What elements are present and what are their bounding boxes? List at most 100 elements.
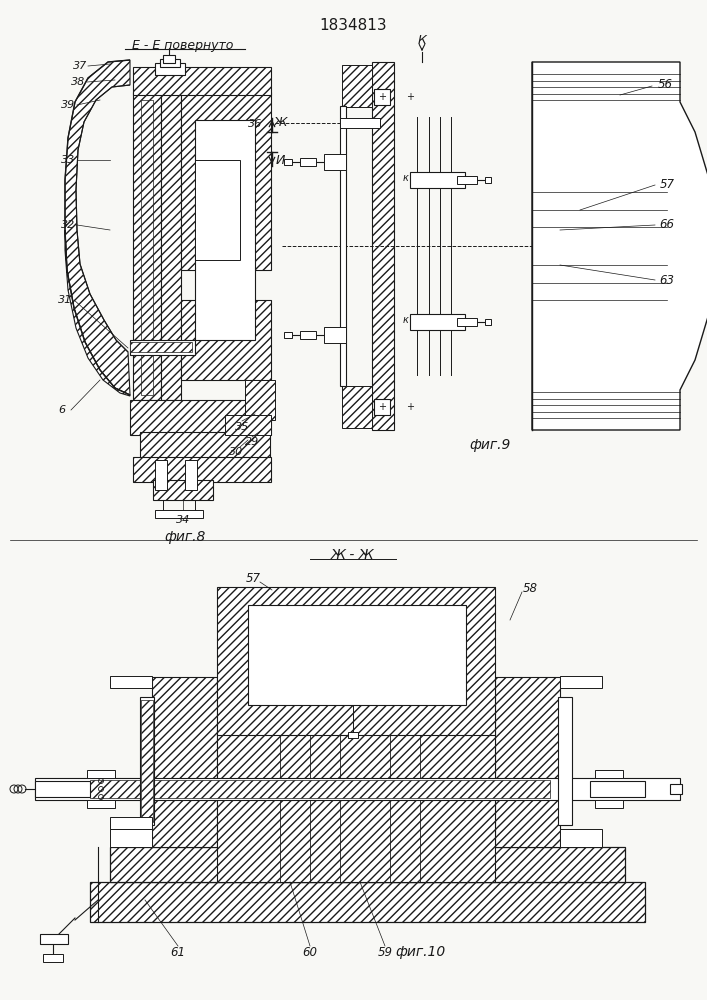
Bar — [155, 63, 185, 75]
Bar — [110, 817, 152, 829]
Text: 57: 57 — [245, 572, 260, 584]
Bar — [372, 62, 394, 430]
Text: 36: 36 — [248, 119, 262, 129]
Bar — [153, 480, 213, 500]
Bar — [485, 177, 491, 183]
Bar — [181, 92, 271, 270]
Bar — [160, 59, 180, 67]
Text: +: + — [378, 402, 386, 412]
Bar — [141, 100, 153, 395]
Bar — [374, 89, 390, 105]
Bar — [248, 605, 466, 705]
Text: 32: 32 — [61, 220, 75, 230]
Bar — [110, 676, 152, 688]
Bar — [133, 92, 161, 400]
Text: фиг.8: фиг.8 — [164, 530, 206, 544]
Bar — [670, 784, 682, 794]
Bar — [130, 400, 271, 435]
Text: И: И — [275, 153, 285, 166]
Bar — [225, 415, 271, 435]
Bar — [90, 780, 550, 798]
Bar — [133, 67, 271, 95]
Bar — [457, 176, 477, 184]
Text: 38: 38 — [71, 77, 85, 87]
Text: 58: 58 — [522, 582, 537, 594]
Bar — [595, 770, 623, 778]
Text: 30: 30 — [229, 447, 243, 457]
Bar — [342, 65, 372, 107]
Polygon shape — [532, 62, 707, 430]
Text: Е - Е повернуто: Е - Е повернуто — [132, 38, 234, 51]
Bar — [140, 697, 154, 825]
Bar — [457, 318, 477, 326]
Text: 33: 33 — [61, 155, 75, 165]
Bar — [348, 732, 358, 738]
Text: Ж - Ж: Ж - Ж — [331, 548, 375, 562]
Bar — [133, 457, 271, 482]
Bar — [342, 386, 372, 428]
Text: 34: 34 — [176, 515, 190, 525]
Bar — [217, 587, 495, 735]
Polygon shape — [65, 230, 130, 396]
Text: к: к — [403, 173, 409, 183]
Bar — [181, 300, 271, 380]
Text: +: + — [406, 402, 414, 412]
Text: К: К — [418, 33, 426, 46]
Text: фиг.9: фиг.9 — [469, 438, 510, 452]
Bar — [217, 734, 495, 882]
Bar — [560, 829, 602, 847]
Bar — [163, 55, 175, 63]
Bar — [110, 847, 625, 882]
Text: 60: 60 — [303, 946, 317, 958]
Text: 57: 57 — [660, 178, 674, 192]
Text: 59: 59 — [378, 946, 392, 958]
Bar — [35, 781, 90, 797]
Text: к: к — [403, 315, 409, 325]
Bar — [195, 160, 240, 260]
Bar — [300, 331, 316, 339]
Bar — [245, 380, 275, 420]
Text: 6: 6 — [59, 405, 66, 415]
Bar — [558, 697, 572, 825]
Bar — [560, 676, 602, 688]
Text: 31: 31 — [58, 295, 72, 305]
Bar — [324, 154, 346, 170]
Text: +: + — [406, 92, 414, 102]
Bar — [130, 340, 195, 355]
Text: 66: 66 — [660, 219, 674, 232]
Bar — [195, 120, 255, 340]
Bar — [141, 700, 153, 822]
Text: Ж: Ж — [273, 115, 287, 128]
Text: +: + — [378, 92, 386, 102]
Bar — [87, 800, 115, 808]
Text: 39: 39 — [61, 100, 75, 110]
Text: 29: 29 — [245, 437, 259, 447]
Bar — [155, 510, 203, 518]
Bar — [130, 342, 192, 352]
Bar — [35, 778, 680, 800]
Bar — [284, 332, 292, 338]
Text: 37: 37 — [73, 61, 87, 71]
Bar — [374, 399, 390, 415]
Bar — [90, 882, 645, 922]
Text: 35: 35 — [235, 422, 249, 432]
Text: 56: 56 — [658, 78, 672, 91]
Bar — [300, 158, 316, 166]
Bar — [110, 829, 152, 847]
Bar — [590, 781, 645, 797]
Bar — [340, 106, 346, 386]
Text: 1834813: 1834813 — [319, 17, 387, 32]
Bar — [185, 460, 197, 490]
Bar — [410, 314, 465, 330]
Bar — [284, 159, 292, 165]
Bar — [87, 770, 115, 778]
Bar — [595, 800, 623, 808]
Text: 63: 63 — [660, 273, 674, 286]
Text: фиг.10: фиг.10 — [395, 945, 445, 959]
Bar — [410, 172, 465, 188]
Bar — [40, 934, 68, 944]
Bar — [43, 954, 63, 962]
Bar — [340, 118, 380, 128]
Bar — [155, 460, 167, 490]
Bar — [495, 677, 560, 847]
